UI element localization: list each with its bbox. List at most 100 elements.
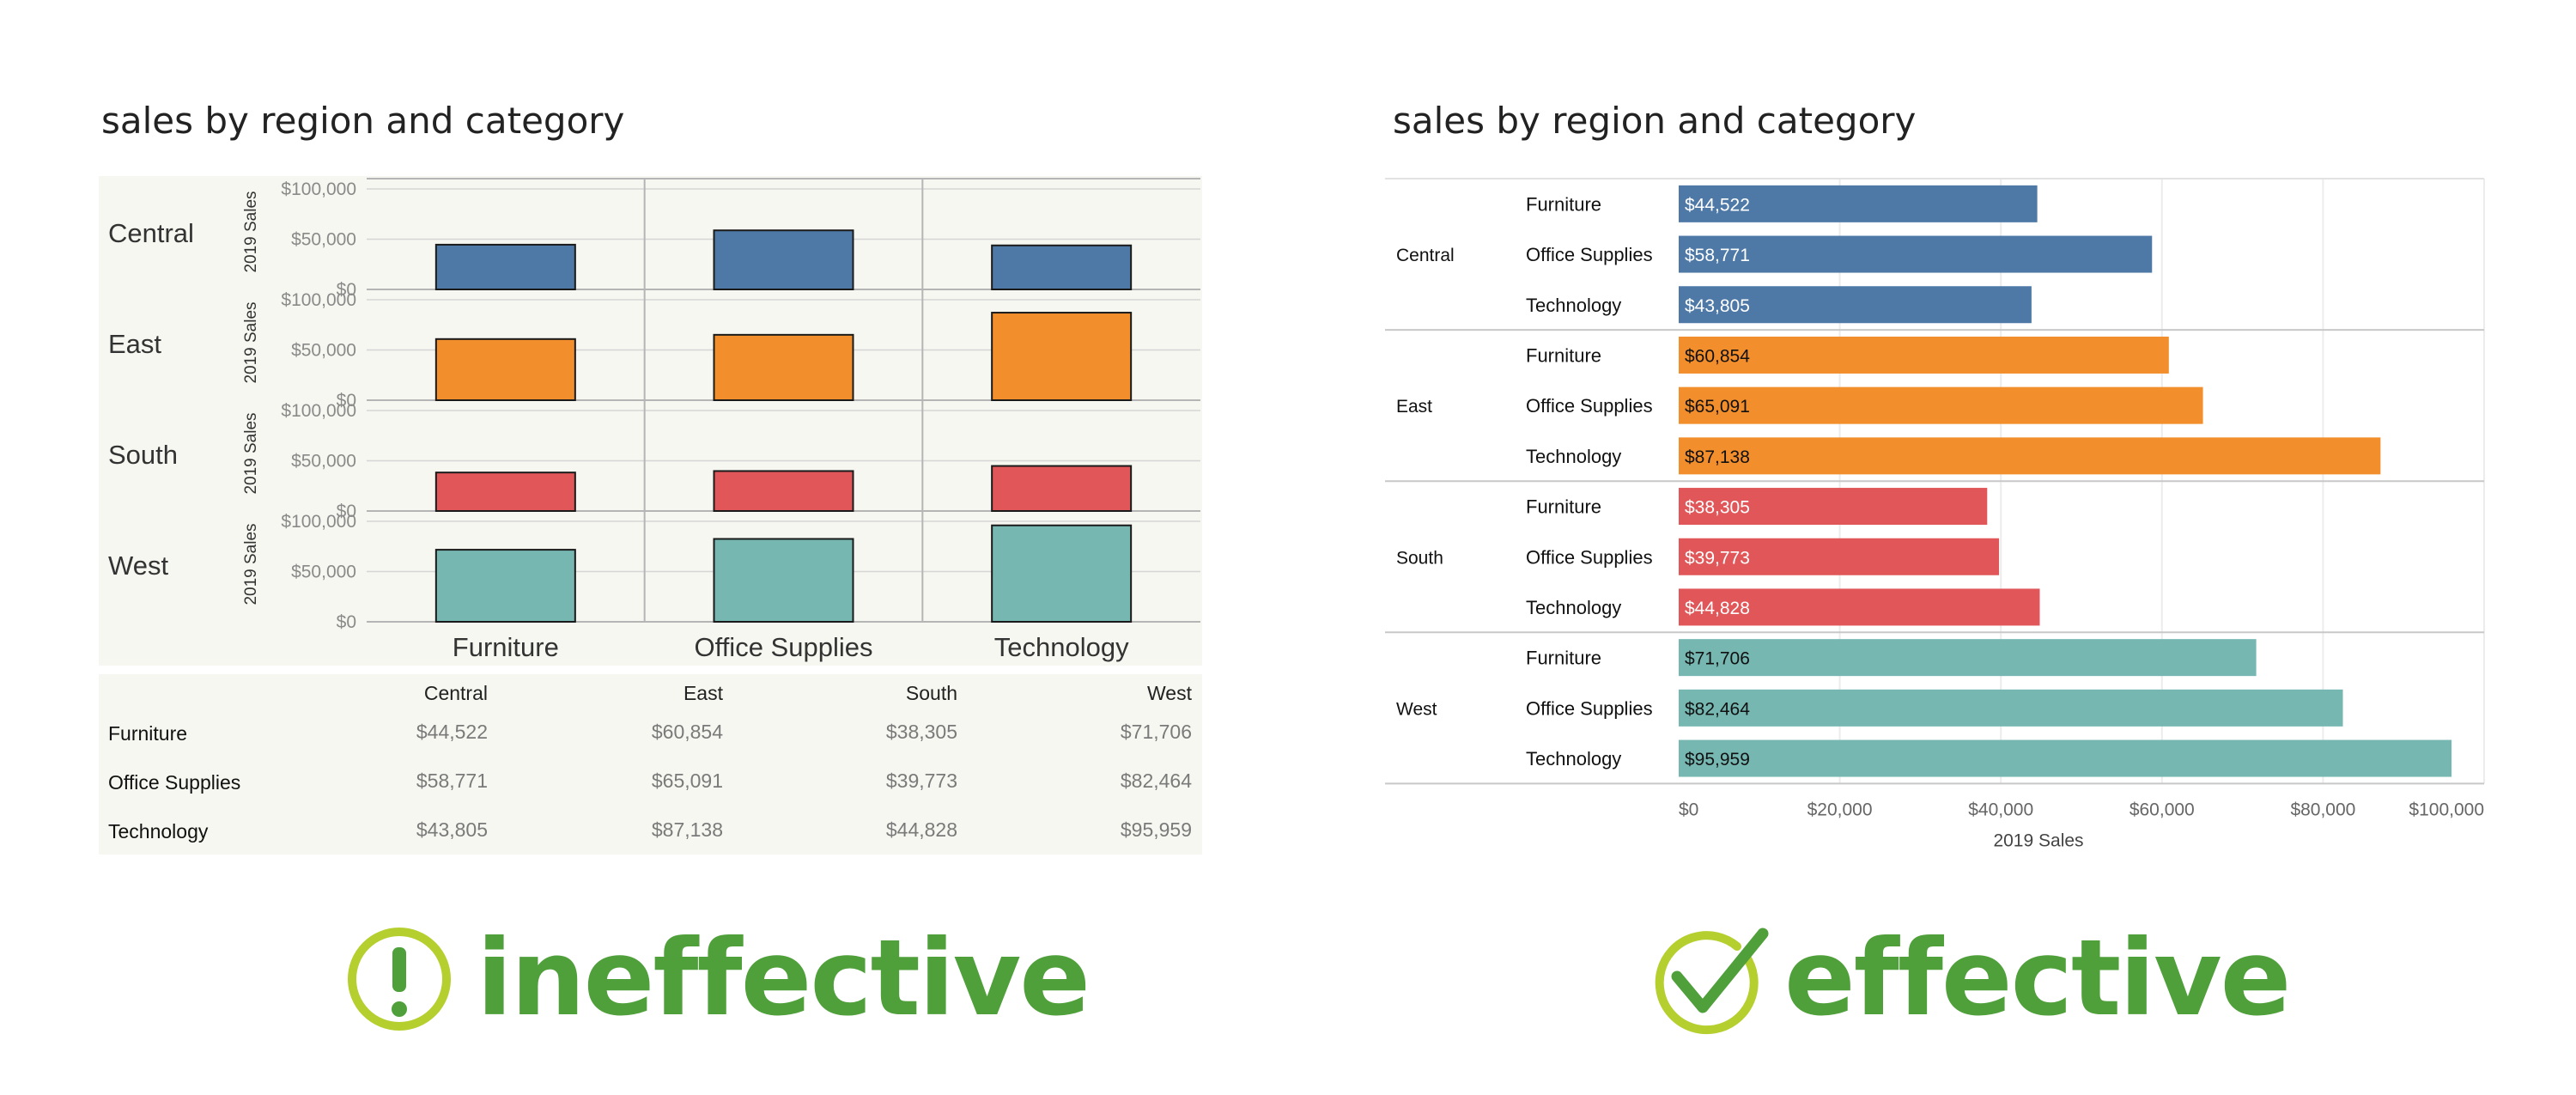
y-axis-title: 2019 Sales <box>242 301 260 383</box>
bar <box>1679 639 2257 677</box>
y-tick-label: $0 <box>337 391 356 411</box>
bar-value-label: $44,828 <box>1685 599 1750 618</box>
table-column-header: South <box>906 682 957 704</box>
y-tick-label: $100,000 <box>281 179 356 199</box>
bar <box>1679 488 1988 526</box>
category-label: Furniture <box>1526 496 1601 518</box>
y-axis-title: 2019 Sales <box>242 523 260 605</box>
bar <box>991 465 1133 513</box>
table-cell: $60,854 <box>652 721 723 743</box>
bar <box>1679 386 2203 424</box>
left-table-panel <box>99 674 1202 855</box>
y-axis-title: 2019 Sales <box>242 191 260 272</box>
bar-value-label: $39,773 <box>1685 548 1750 568</box>
bar-value-label: $44,522 <box>1685 195 1750 215</box>
bar <box>1679 538 2000 575</box>
category-label: Office Supplies <box>1526 244 1653 265</box>
bar <box>991 524 1133 623</box>
left-chart-title: sales by region and category <box>101 100 625 142</box>
table-row-label: Furniture <box>108 722 187 745</box>
category-label: Furniture <box>1526 648 1601 669</box>
y-tick-label: $50,000 <box>291 341 356 361</box>
region-label: West <box>1396 699 1437 719</box>
y-tick-label: $100,000 <box>281 401 356 421</box>
table-cell: $71,706 <box>1121 721 1192 743</box>
x-tick-label: $80,000 <box>2290 800 2355 819</box>
table-column-header: West <box>1147 682 1193 704</box>
x-axis-title: 2019 Sales <box>1993 830 2083 850</box>
region-label: East <box>1396 397 1432 417</box>
category-label: Furniture <box>1526 344 1601 366</box>
region-label: South <box>1396 548 1443 568</box>
bar <box>434 243 576 291</box>
bar-value-label: $43,805 <box>1685 296 1750 316</box>
bar-value-label: $87,138 <box>1685 447 1750 467</box>
checkmark-icon <box>1655 928 1769 1035</box>
category-label: Technology <box>1526 446 1621 467</box>
bar <box>1679 336 2169 374</box>
bar-value-label: $82,464 <box>1685 699 1750 719</box>
bar <box>434 549 576 624</box>
table-cell: $39,773 <box>886 770 957 792</box>
bar <box>713 333 854 402</box>
bar <box>1679 185 2038 222</box>
table-cell: $44,522 <box>416 721 488 743</box>
table-row-label: Office Supplies <box>108 771 240 794</box>
ineffective-label: ineffective <box>477 917 1091 1039</box>
bar-value-label: $58,771 <box>1685 246 1750 265</box>
right-chart-title: sales by region and category <box>1393 100 1917 142</box>
category-label: Technology <box>994 632 1129 662</box>
table-row-label: Technology <box>108 820 209 843</box>
y-tick-label: $50,000 <box>291 230 356 250</box>
category-label: Technology <box>1526 295 1621 316</box>
table-cell: $87,138 <box>652 818 723 841</box>
category-label: Office Supplies <box>1526 697 1653 719</box>
x-tick-label: $0 <box>1679 800 1698 819</box>
y-tick-label: $50,000 <box>291 452 356 471</box>
bar <box>1679 739 2452 777</box>
bar <box>1679 437 2381 475</box>
bar <box>434 338 576 401</box>
y-tick-label: $0 <box>337 280 356 300</box>
x-tick-label: $100,000 <box>2409 800 2484 819</box>
table-cell: $43,805 <box>416 818 488 841</box>
warning-icon <box>348 928 451 1031</box>
bar <box>434 471 576 513</box>
table-cell: $95,959 <box>1121 818 1192 841</box>
x-tick-label: $40,000 <box>1968 800 2033 819</box>
bar <box>713 538 854 623</box>
table-cell: $38,305 <box>886 721 957 743</box>
bar <box>1679 588 2040 626</box>
bar-value-label: $95,959 <box>1685 750 1750 770</box>
table-cell: $58,771 <box>416 770 488 792</box>
category-label: Office Supplies <box>1526 395 1653 417</box>
y-axis-title: 2019 Sales <box>242 412 260 494</box>
y-tick-label: $100,000 <box>281 512 356 532</box>
region-label: Central <box>108 218 194 248</box>
x-tick-label: $20,000 <box>1807 800 1873 819</box>
table-column-header: East <box>683 682 724 704</box>
x-tick-label: $60,000 <box>2129 800 2195 819</box>
bar-value-label: $38,305 <box>1685 498 1750 518</box>
category-label: Office Supplies <box>695 632 873 662</box>
category-label: Office Supplies <box>1526 546 1653 568</box>
table-cell: $65,091 <box>652 770 723 792</box>
region-label: Central <box>1396 246 1455 265</box>
category-label: Technology <box>1526 597 1621 618</box>
region-label: East <box>108 329 161 359</box>
table-cell: $44,828 <box>886 818 957 841</box>
y-tick-label: $0 <box>337 502 356 521</box>
y-tick-label: $100,000 <box>281 290 356 310</box>
bar <box>713 470 854 512</box>
bar <box>1679 235 2153 273</box>
bar-value-label: $71,706 <box>1685 649 1750 669</box>
bar-value-label: $65,091 <box>1685 397 1750 417</box>
bar-value-label: $60,854 <box>1685 346 1750 366</box>
y-tick-label: $0 <box>337 612 356 632</box>
region-label: West <box>108 551 168 581</box>
bar <box>1679 286 2032 324</box>
table-cell: $82,464 <box>1121 770 1192 792</box>
